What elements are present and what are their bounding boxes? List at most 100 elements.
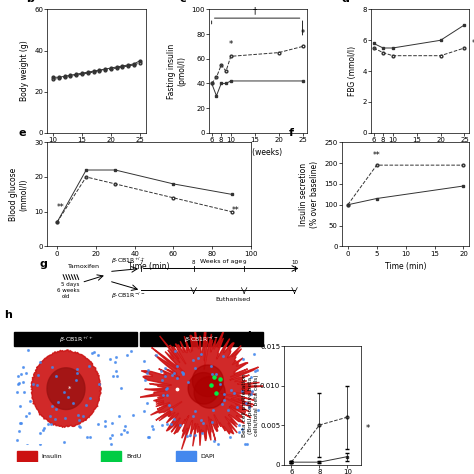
Text: f: f	[289, 128, 293, 138]
Point	[123, 428, 131, 436]
Point	[109, 419, 116, 427]
Text: b: b	[26, 0, 34, 4]
Point	[216, 375, 224, 383]
Point	[158, 421, 166, 428]
Point	[194, 355, 202, 362]
Point	[107, 355, 114, 363]
Text: Weeks of age: Weeks of age	[200, 259, 242, 264]
Point	[199, 419, 207, 427]
Point	[165, 401, 173, 409]
Point	[191, 364, 199, 372]
Point	[145, 433, 152, 441]
Text: †: †	[253, 7, 257, 16]
Text: e: e	[19, 128, 27, 138]
Point	[120, 426, 128, 434]
Point	[111, 359, 119, 366]
Point	[75, 416, 83, 424]
Point	[106, 434, 114, 442]
Point	[234, 403, 241, 410]
Polygon shape	[192, 365, 223, 397]
Point	[14, 436, 21, 444]
X-axis label: Age (weeks): Age (weeks)	[397, 148, 444, 157]
Point	[161, 373, 168, 380]
Text: Tamoxifen: Tamoxifen	[68, 264, 100, 269]
Text: *: *	[365, 425, 370, 433]
Point	[242, 440, 249, 448]
Text: 6 weeks: 6 weeks	[57, 288, 80, 293]
Text: 10: 10	[291, 260, 298, 264]
Point	[46, 412, 54, 419]
Point	[173, 385, 181, 392]
Point	[163, 385, 170, 393]
Point	[219, 352, 227, 359]
Point	[184, 378, 192, 386]
Polygon shape	[31, 350, 101, 427]
Point	[15, 428, 22, 435]
Point	[144, 366, 152, 374]
Bar	[14, 332, 137, 346]
Point	[95, 351, 102, 359]
Text: 9: 9	[242, 260, 246, 264]
Bar	[140, 332, 263, 346]
Point	[64, 393, 72, 401]
Point	[22, 412, 30, 420]
Point	[36, 429, 44, 437]
Point	[160, 392, 167, 399]
Point	[18, 419, 25, 427]
Text: *: *	[228, 40, 233, 49]
Point	[19, 378, 27, 385]
Point	[216, 380, 224, 388]
Polygon shape	[47, 368, 85, 410]
Point	[180, 369, 187, 376]
Point	[189, 356, 196, 364]
Point	[118, 384, 125, 392]
Point	[109, 372, 117, 380]
Point	[144, 369, 151, 377]
Point	[210, 438, 218, 445]
Point	[18, 370, 25, 378]
Point	[16, 419, 23, 427]
Text: i: i	[247, 331, 251, 341]
Bar	[17, 451, 36, 462]
Point	[73, 376, 80, 383]
Point	[161, 364, 169, 372]
Point	[60, 389, 68, 396]
Y-axis label: Fasting insulin
(pmol/l): Fasting insulin (pmol/l)	[167, 44, 186, 99]
Point	[62, 414, 69, 421]
Point	[208, 381, 215, 389]
Point	[48, 364, 55, 371]
Text: *: *	[301, 29, 305, 38]
Point	[140, 407, 148, 415]
X-axis label: Age (weeks): Age (weeks)	[235, 148, 282, 157]
Text: g: g	[39, 259, 47, 269]
Point	[250, 351, 257, 358]
Point	[189, 412, 196, 420]
Text: d: d	[342, 0, 350, 4]
Point	[118, 430, 125, 438]
Point	[123, 351, 131, 358]
Point	[239, 355, 246, 363]
Bar	[176, 451, 196, 462]
Point	[172, 347, 179, 355]
X-axis label: Time (min): Time (min)	[128, 262, 170, 271]
Text: $\beta$-CB1R$^{-/-}$: $\beta$-CB1R$^{-/-}$	[111, 290, 146, 301]
Point	[143, 400, 150, 407]
Point	[164, 420, 171, 428]
Point	[36, 440, 44, 448]
Point	[254, 367, 261, 374]
Point	[208, 371, 216, 378]
Point	[23, 369, 30, 376]
Point	[108, 431, 116, 439]
Point	[86, 395, 93, 402]
Point	[187, 431, 194, 439]
Point	[70, 399, 77, 407]
Point	[129, 411, 137, 419]
Point	[101, 417, 109, 424]
Text: *: *	[68, 386, 72, 392]
Point	[252, 367, 259, 375]
Point	[230, 389, 237, 396]
Text: old: old	[62, 294, 70, 299]
Point	[208, 418, 215, 426]
X-axis label: Time (min): Time (min)	[385, 262, 427, 271]
Point	[39, 426, 46, 434]
